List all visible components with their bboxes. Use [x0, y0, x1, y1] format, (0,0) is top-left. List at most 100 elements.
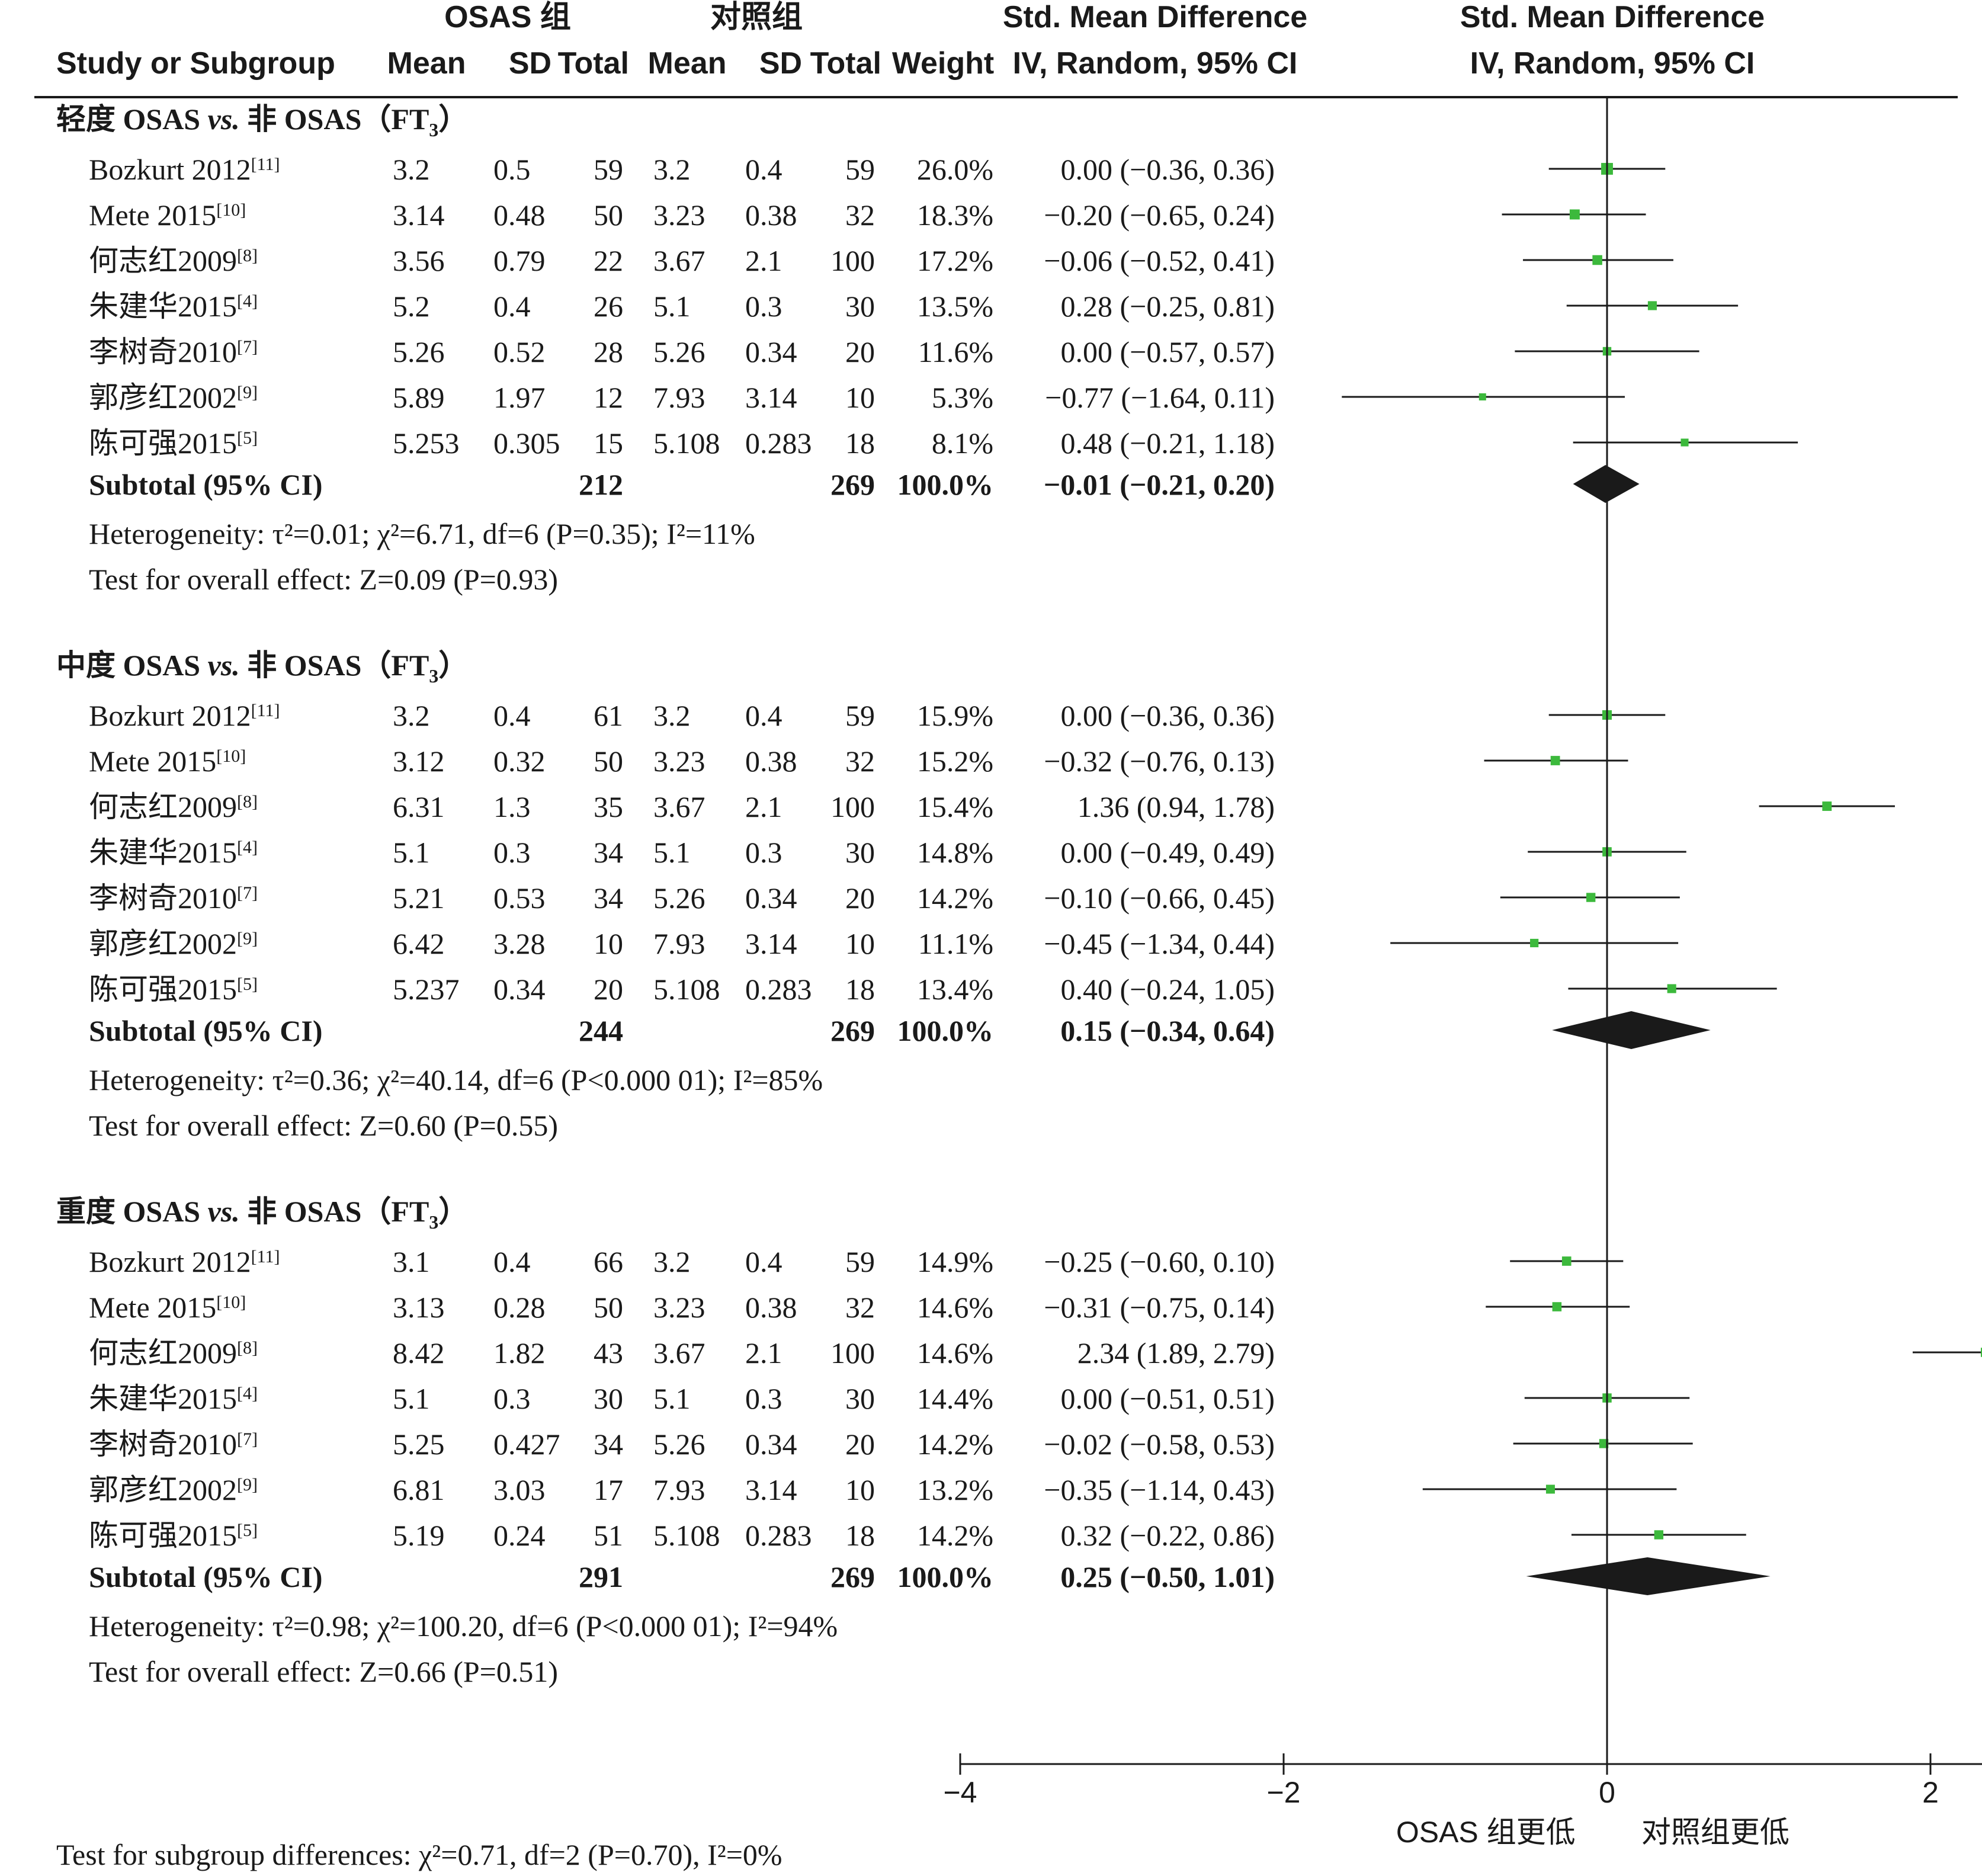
header-smd-col: Std. Mean Difference [1003, 0, 1307, 34]
osas-total: 66 [594, 1245, 623, 1278]
study-name: 陈可强2015[5] [89, 1519, 258, 1552]
plot-marks [1342, 163, 1982, 1595]
osas-sd: 0.4 [493, 290, 531, 323]
control-mean: 5.108 [653, 973, 720, 1006]
osas-sd: 0.53 [493, 881, 546, 915]
study-ci: −0.35 (−1.14, 0.43) [1044, 1473, 1275, 1506]
study-weight: 14.8% [917, 836, 993, 869]
study-ci: 0.28 (−0.25, 0.81) [1061, 290, 1275, 323]
control-total: 18 [845, 1519, 875, 1552]
heterogeneity-stat: Heterogeneity: τ²=0.98; χ²=100.20, df=6 … [89, 1609, 838, 1643]
study-name: 朱建华2015[4] [89, 836, 258, 869]
study-name: 郭彦红2002[9] [89, 381, 258, 414]
heterogeneity-stat: Heterogeneity: τ²=0.36; χ²=40.14, df=6 (… [89, 1063, 823, 1096]
control-mean: 5.26 [653, 881, 705, 915]
subgroup-title: 中度 OSAS vs. 非 OSAS（FT3） [56, 649, 468, 687]
header-method-plot: IV, Random, 95% CI [1470, 46, 1755, 81]
osas-sd: 0.52 [493, 335, 546, 368]
study-name: Mete 2015[10] [89, 745, 246, 778]
subtotal-control-total: 269 [830, 1014, 875, 1047]
osas-total: 50 [594, 745, 623, 778]
osas-mean: 5.19 [393, 1519, 445, 1552]
osas-total: 50 [594, 198, 623, 232]
control-sd: 0.283 [745, 1519, 812, 1552]
subtotal-control-total: 269 [830, 1560, 875, 1593]
study-weight: 13.4% [917, 973, 993, 1006]
osas-sd: 0.4 [493, 699, 531, 732]
study-ci: −0.77 (−1.64, 0.11) [1045, 381, 1275, 414]
header-total-2: Total [810, 46, 881, 81]
study-name: 朱建华2015[4] [89, 290, 258, 323]
study-weight: 26.0% [917, 153, 993, 186]
control-mean: 3.23 [653, 1291, 705, 1324]
osas-sd: 1.3 [493, 790, 531, 823]
control-sd: 2.1 [745, 1336, 782, 1370]
study-ci: −0.02 (−0.58, 0.53) [1044, 1428, 1275, 1461]
study-ci: 1.36 (0.94, 1.78) [1077, 790, 1275, 823]
osas-total: 17 [594, 1473, 623, 1506]
osas-mean: 5.21 [393, 881, 445, 915]
osas-sd: 0.3 [493, 1382, 531, 1415]
heterogeneity-stat: Heterogeneity: τ²=0.01; χ²=6.71, df=6 (P… [89, 517, 755, 550]
study-weight: 14.2% [917, 1519, 993, 1552]
study-weight: 15.2% [917, 745, 993, 778]
subtotal-weight: 100.0% [897, 1014, 994, 1047]
control-mean: 3.2 [653, 699, 691, 732]
subtotal-diamond [1552, 1011, 1711, 1049]
osas-total: 35 [594, 790, 623, 823]
control-total: 20 [845, 335, 875, 368]
control-total: 100 [830, 244, 875, 277]
study-ci: −0.20 (−0.65, 0.24) [1044, 198, 1275, 232]
favours-right-label: 对照组更低 [1641, 1816, 1789, 1849]
favours-left-label: OSAS 组更低 [1396, 1816, 1576, 1849]
study-ci: −0.10 (−0.66, 0.45) [1044, 881, 1275, 915]
control-sd: 0.283 [745, 973, 812, 1006]
study-ci: 0.00 (−0.49, 0.49) [1061, 836, 1275, 869]
osas-sd: 0.32 [493, 745, 546, 778]
osas-mean: 6.31 [393, 790, 445, 823]
overall-effect-test: Test for overall effect: Z=0.09 (P=0.93) [89, 563, 558, 596]
osas-mean: 3.1 [393, 1245, 430, 1278]
study-name: 何志红2009[8] [89, 790, 258, 823]
study-weight: 15.4% [917, 790, 993, 823]
subgroup-title: 重度 OSAS vs. 非 OSAS（FT3） [56, 1195, 468, 1233]
osas-mean: 5.1 [393, 1382, 430, 1415]
osas-total: 28 [594, 335, 623, 368]
subtotal-ci: 0.25 (−0.50, 1.01) [1060, 1560, 1275, 1593]
osas-sd: 3.28 [493, 927, 546, 960]
x-tick-label: 0 [1599, 1776, 1615, 1809]
control-total: 32 [845, 1291, 875, 1324]
osas-mean: 3.2 [393, 699, 430, 732]
study-name: 何志红2009[8] [89, 1336, 258, 1370]
subtotal-weight: 100.0% [897, 1560, 994, 1593]
control-total: 59 [845, 153, 875, 186]
study-weight: 18.3% [917, 198, 993, 232]
study-ci: 0.00 (−0.36, 0.36) [1061, 153, 1275, 186]
control-mean: 3.2 [653, 1245, 691, 1278]
osas-total: 61 [594, 699, 623, 732]
header-group1: OSAS 组 [444, 0, 571, 34]
osas-total: 51 [594, 1519, 623, 1552]
control-sd: 2.1 [745, 790, 782, 823]
study-weight: 14.6% [917, 1336, 993, 1370]
control-total: 18 [845, 426, 875, 460]
study-ci: −0.25 (−0.60, 0.10) [1044, 1245, 1275, 1278]
study-marker [1680, 438, 1689, 447]
header-weight: Weight [892, 46, 994, 81]
control-mean: 5.26 [653, 1428, 705, 1461]
study-ci: 0.00 (−0.36, 0.36) [1061, 699, 1275, 732]
control-sd: 2.1 [745, 244, 782, 277]
osas-total: 43 [594, 1336, 623, 1370]
study-name: 李树奇2010[7] [89, 335, 258, 368]
control-sd: 0.3 [745, 1382, 782, 1415]
control-sd: 0.4 [745, 699, 782, 732]
control-mean: 3.67 [653, 1336, 705, 1370]
subtotal-osas-total: 291 [579, 1560, 623, 1593]
subtotal-label: Subtotal (95% CI) [89, 1560, 322, 1593]
control-mean: 3.23 [653, 198, 705, 232]
study-marker [1550, 756, 1560, 765]
control-total: 32 [845, 745, 875, 778]
osas-mean: 3.14 [393, 198, 445, 232]
study-name: 郭彦红2002[9] [89, 927, 258, 960]
study-weight: 14.6% [917, 1291, 993, 1324]
